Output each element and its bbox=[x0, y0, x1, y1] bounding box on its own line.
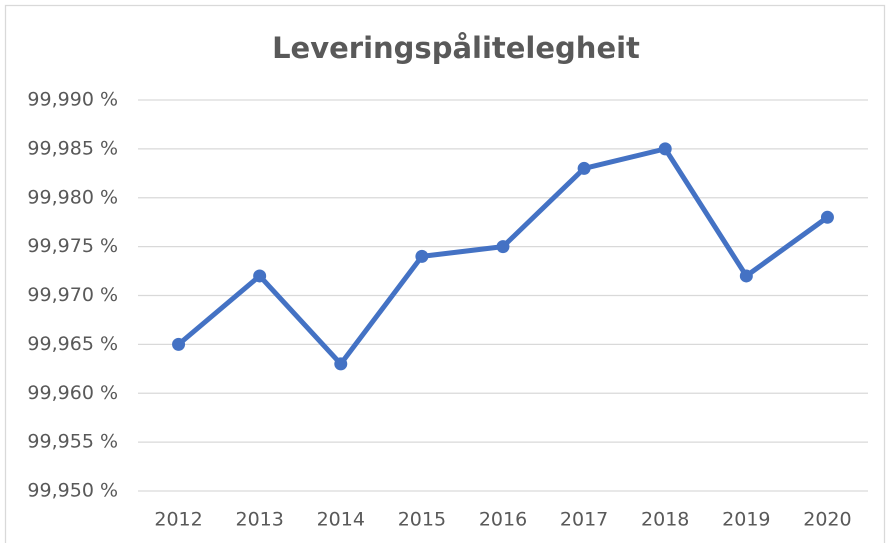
data-point bbox=[739, 269, 753, 283]
x-tick-label: 2012 bbox=[154, 509, 202, 531]
data-point bbox=[577, 161, 591, 175]
data-point bbox=[172, 337, 186, 351]
data-point bbox=[253, 269, 267, 283]
x-tick-label: 2013 bbox=[235, 509, 283, 531]
y-tick-label: 99,950 % bbox=[27, 480, 118, 502]
y-tick-label: 99,965 % bbox=[27, 333, 118, 355]
y-tick-label: 99,960 % bbox=[27, 382, 118, 404]
x-tick-label: 2015 bbox=[398, 509, 446, 531]
x-tick-label: 2016 bbox=[479, 509, 527, 531]
y-tick-label: 99,980 % bbox=[27, 186, 118, 208]
chart-frame bbox=[4, 4, 886, 543]
y-tick-label: 99,990 % bbox=[27, 89, 118, 111]
data-point bbox=[415, 249, 429, 263]
data-point bbox=[820, 210, 834, 224]
y-tick-label: 99,985 % bbox=[27, 137, 118, 159]
x-tick-label: 2017 bbox=[560, 509, 608, 531]
x-tick-label: 2014 bbox=[317, 509, 365, 531]
data-point bbox=[658, 142, 672, 156]
data-point bbox=[334, 357, 348, 371]
x-tick-label: 2018 bbox=[641, 509, 689, 531]
y-tick-label: 99,975 % bbox=[27, 235, 118, 257]
data-point bbox=[496, 240, 510, 254]
x-tick-label: 2020 bbox=[803, 509, 851, 531]
y-tick-label: 99,955 % bbox=[27, 431, 118, 453]
y-tick-label: 99,970 % bbox=[27, 284, 118, 306]
x-tick-label: 2019 bbox=[722, 509, 770, 531]
chart-title: Leveringspålitelegheit bbox=[272, 31, 640, 65]
